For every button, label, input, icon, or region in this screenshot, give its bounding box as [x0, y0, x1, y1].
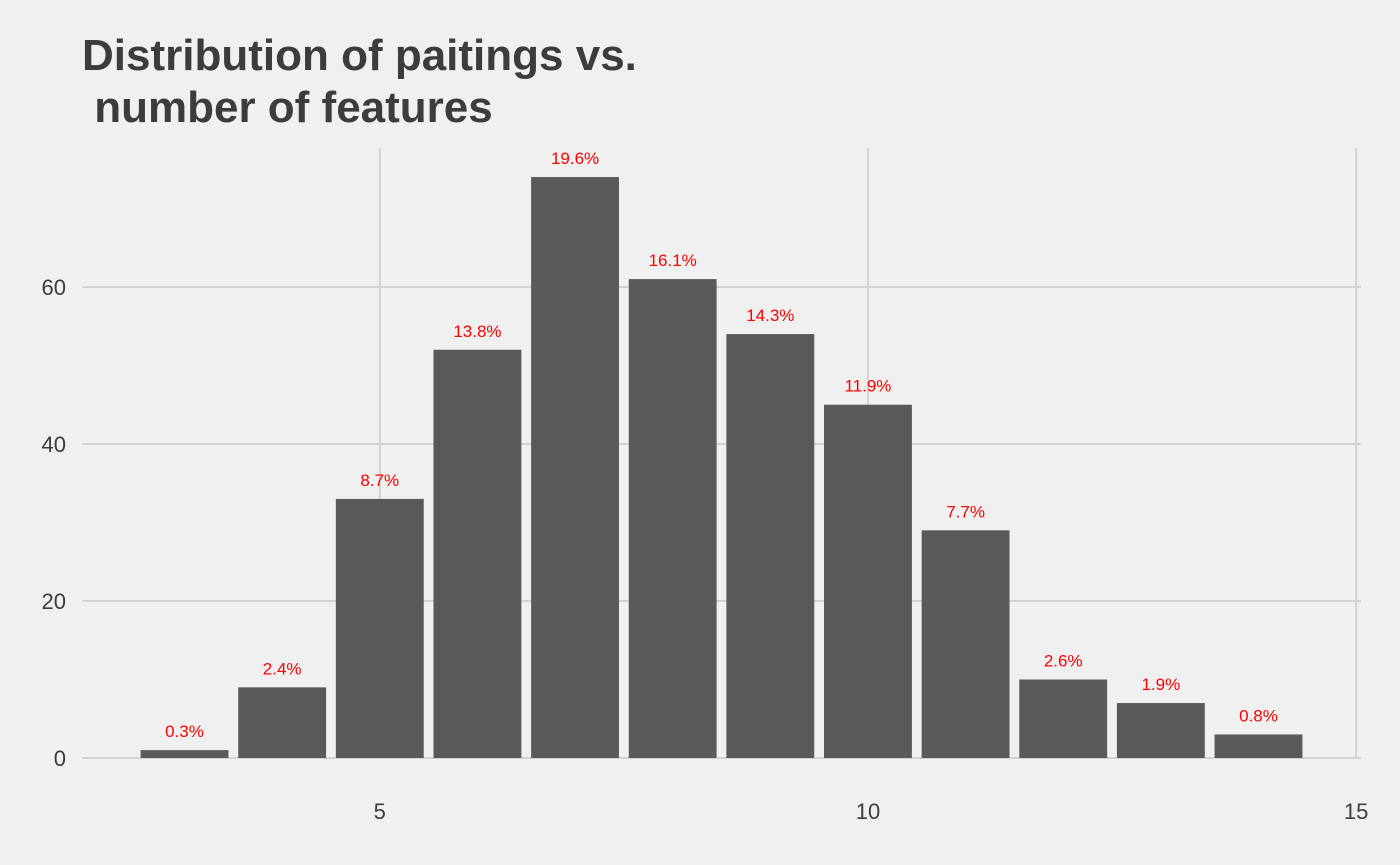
- data-label-7: 19.6%: [551, 149, 599, 168]
- data-label-4: 2.4%: [263, 659, 302, 678]
- data-label-9: 14.3%: [746, 306, 794, 325]
- x-tick-label-10: 10: [856, 799, 880, 824]
- data-label-14: 0.8%: [1239, 706, 1278, 725]
- data-label-3: 0.3%: [165, 722, 204, 741]
- x-tick-label-5: 5: [374, 799, 386, 824]
- data-label-5: 8.7%: [360, 471, 399, 490]
- bar-12: [1019, 679, 1108, 758]
- bars: [140, 177, 1303, 759]
- bar-11: [921, 530, 1010, 758]
- y-tick-label-40: 40: [42, 432, 66, 457]
- bar-13: [1116, 703, 1205, 758]
- bar-9: [726, 334, 815, 758]
- data-label-8: 16.1%: [649, 251, 697, 270]
- data-labels: 0.3% 2.4% 8.7% 13.8% 19.6% 16.1% 14.3% 11.9% 7.7…: [165, 149, 1278, 741]
- bar-8: [628, 279, 717, 758]
- y-tick-label-60: 60: [42, 275, 66, 300]
- x-tick-label-15: 15: [1344, 799, 1368, 824]
- bar-10: [824, 404, 912, 758]
- bar-4: [238, 687, 327, 758]
- bar-3: [140, 750, 229, 758]
- y-tick-label-20: 20: [42, 589, 66, 614]
- bar-7: [531, 177, 619, 759]
- axis-tick-labels: 0 20 40 60 5 10 15: [42, 275, 1369, 824]
- chart-title: Distribution of paitings vs. number of f…: [82, 31, 637, 132]
- data-label-11: 7.7%: [946, 502, 985, 521]
- bar-5: [335, 498, 424, 758]
- y-tick-label-0: 0: [54, 746, 66, 771]
- data-label-12: 2.6%: [1044, 651, 1083, 670]
- bar-14: [1214, 734, 1303, 758]
- data-label-6: 13.8%: [453, 322, 501, 341]
- data-label-10: 11.9%: [844, 377, 891, 396]
- data-label-13: 1.9%: [1141, 675, 1180, 694]
- bar-6: [433, 349, 522, 758]
